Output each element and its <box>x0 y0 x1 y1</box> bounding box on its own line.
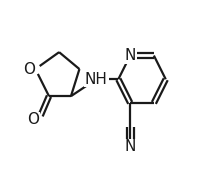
Text: O: O <box>23 62 35 77</box>
Text: O: O <box>27 112 39 127</box>
Text: N: N <box>125 48 136 63</box>
Text: N: N <box>125 139 136 154</box>
Text: NH: NH <box>85 72 108 87</box>
